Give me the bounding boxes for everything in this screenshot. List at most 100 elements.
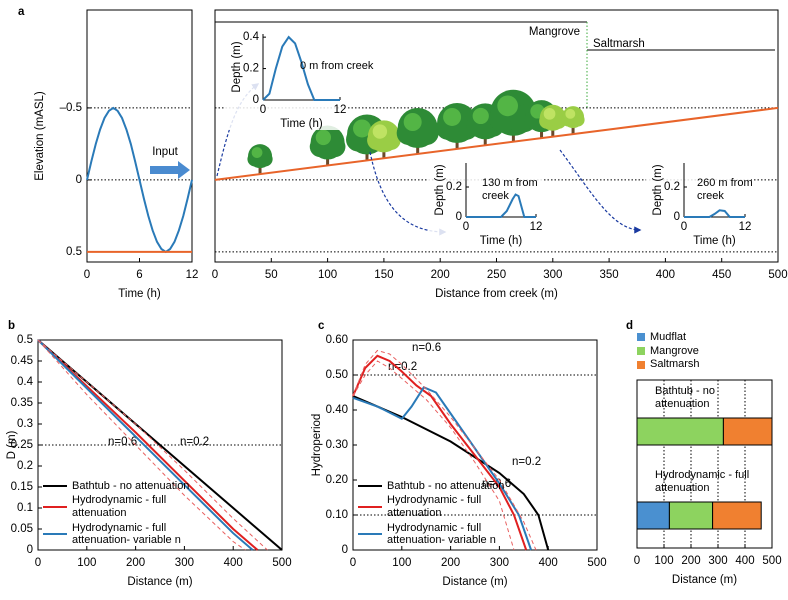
y-tick-label: 0 bbox=[674, 211, 680, 223]
y-tick-label: 0 bbox=[27, 544, 33, 556]
series-line bbox=[37, 339, 259, 551]
y-tick-label: 0.5 bbox=[66, 246, 82, 258]
legend-label: Mudflat bbox=[650, 331, 687, 343]
trees bbox=[247, 89, 585, 175]
x-tick-label: 450 bbox=[712, 269, 731, 281]
x-tick-label: 300 bbox=[175, 557, 194, 569]
series-line bbox=[352, 354, 528, 551]
tree-highlight bbox=[251, 147, 263, 158]
x-tick-label: 100 bbox=[654, 555, 673, 567]
x-tick-label: 150 bbox=[374, 269, 393, 281]
x-axis-label: Distance (m) bbox=[442, 576, 507, 588]
x-axis-label: Time (h) bbox=[118, 288, 161, 300]
y-tick-label: 0.50 bbox=[326, 369, 348, 381]
x-tick-label: 500 bbox=[768, 269, 787, 281]
inset-annotation: 0 m from creek bbox=[300, 60, 374, 72]
series-line bbox=[37, 339, 283, 551]
x-tick-label: 200 bbox=[681, 555, 700, 567]
legend-label: Hydrodynamic - full attenuation- variabl… bbox=[387, 521, 496, 547]
inset-annotation: 260 m from creek bbox=[697, 177, 753, 202]
inset-y-label: Depth (m) bbox=[652, 164, 664, 215]
x-tick-label: 50 bbox=[265, 269, 278, 281]
legend-marker bbox=[358, 485, 382, 488]
x-tick-label: 500 bbox=[762, 555, 781, 567]
panel-label: a bbox=[18, 6, 25, 18]
series-line bbox=[352, 395, 550, 551]
y-axis-label: Elevation (mASL) bbox=[34, 91, 46, 181]
tree-highlight bbox=[543, 107, 556, 120]
tree-highlight bbox=[315, 129, 331, 146]
series-line bbox=[262, 35, 340, 101]
connector-arrow bbox=[559, 149, 642, 234]
x-tick-label: 500 bbox=[272, 557, 291, 569]
x-tick-label: 0 bbox=[35, 557, 41, 569]
series-line bbox=[466, 193, 536, 218]
zones: Mangrove Saltmarsh bbox=[215, 21, 775, 108]
y-tick-label: 0 bbox=[342, 544, 348, 556]
x-tick-label: 0 bbox=[634, 555, 640, 567]
tree-highlight bbox=[443, 107, 462, 126]
legend-marker bbox=[358, 506, 382, 509]
bar-segment bbox=[722, 417, 773, 446]
x-tick-label: 500 bbox=[587, 557, 606, 569]
series-line bbox=[684, 209, 745, 218]
y-tick-label: 0.2 bbox=[446, 181, 462, 193]
x-tick-label: 12 bbox=[530, 221, 543, 233]
x-tick-label: 350 bbox=[600, 269, 619, 281]
category-label: Hydrodynamic - full attenuation bbox=[655, 469, 750, 494]
annotation: Input bbox=[152, 146, 178, 158]
tree-canopy bbox=[414, 121, 439, 145]
y-tick-label: 0.15 bbox=[11, 481, 33, 493]
series-line bbox=[352, 386, 533, 551]
y-tick-label: 0 bbox=[253, 94, 259, 106]
series-line bbox=[37, 339, 268, 551]
y-tick-label: 0.60 bbox=[326, 334, 348, 346]
y-tick-label: 0.2 bbox=[664, 181, 680, 193]
y-tick-label: 0.40 bbox=[326, 404, 348, 416]
legend-marker bbox=[43, 506, 67, 509]
x-tick-label: 400 bbox=[735, 555, 754, 567]
input-arrow bbox=[150, 161, 190, 179]
y-tick-label: 0.3 bbox=[17, 418, 33, 430]
legend: Mudflat Mangrove Saltmarsh bbox=[637, 330, 700, 371]
y-tick-label: 0.5 bbox=[17, 334, 33, 346]
legend-label: Saltmarsh bbox=[650, 358, 700, 371]
x-tick-label: 0 bbox=[212, 269, 218, 281]
inset-background bbox=[646, 159, 751, 247]
y-tick-label: 0 bbox=[456, 211, 462, 223]
series-line bbox=[352, 349, 537, 551]
bar-segment bbox=[668, 501, 714, 530]
x-tick-label: 300 bbox=[708, 555, 727, 567]
legend-label: Mangrove bbox=[650, 344, 699, 357]
inset-background bbox=[225, 30, 346, 130]
x-tick-label: 250 bbox=[487, 269, 506, 281]
tree-highlight bbox=[403, 113, 422, 131]
x-tick-label: 0 bbox=[350, 557, 356, 569]
legend-label: Bathtub - no attenuation bbox=[387, 479, 505, 492]
tree-highlight bbox=[565, 108, 576, 119]
x-tick-label: 12 bbox=[334, 104, 347, 116]
tree-highlight bbox=[497, 95, 518, 117]
inset-y-label: Depth (m) bbox=[231, 41, 243, 92]
legend-label: Hydrodynamic - full attenuation bbox=[387, 494, 482, 520]
legend-label: Hydrodynamic - full attenuation- variabl… bbox=[72, 521, 181, 547]
inset-x-label: Time (h) bbox=[480, 235, 523, 247]
y-tick-label: 0.2 bbox=[243, 63, 259, 75]
y-tick-label: 0.45 bbox=[11, 355, 33, 367]
panel-label: c bbox=[318, 320, 325, 332]
legend-item: Mangrove bbox=[637, 345, 700, 358]
panel-label: d bbox=[626, 320, 633, 332]
y-tick-label: –0.5 bbox=[60, 102, 82, 114]
y-tick-label: 0.35 bbox=[11, 397, 33, 409]
legend-swatch bbox=[637, 360, 645, 369]
zone-label: Saltmarsh bbox=[593, 38, 645, 50]
y-tick-label: 0 bbox=[76, 174, 82, 186]
y-tick-label: 0.25 bbox=[11, 439, 33, 451]
series-line bbox=[37, 339, 246, 551]
panel-label: b bbox=[8, 320, 15, 332]
inset-x-label: Time (h) bbox=[280, 118, 323, 130]
